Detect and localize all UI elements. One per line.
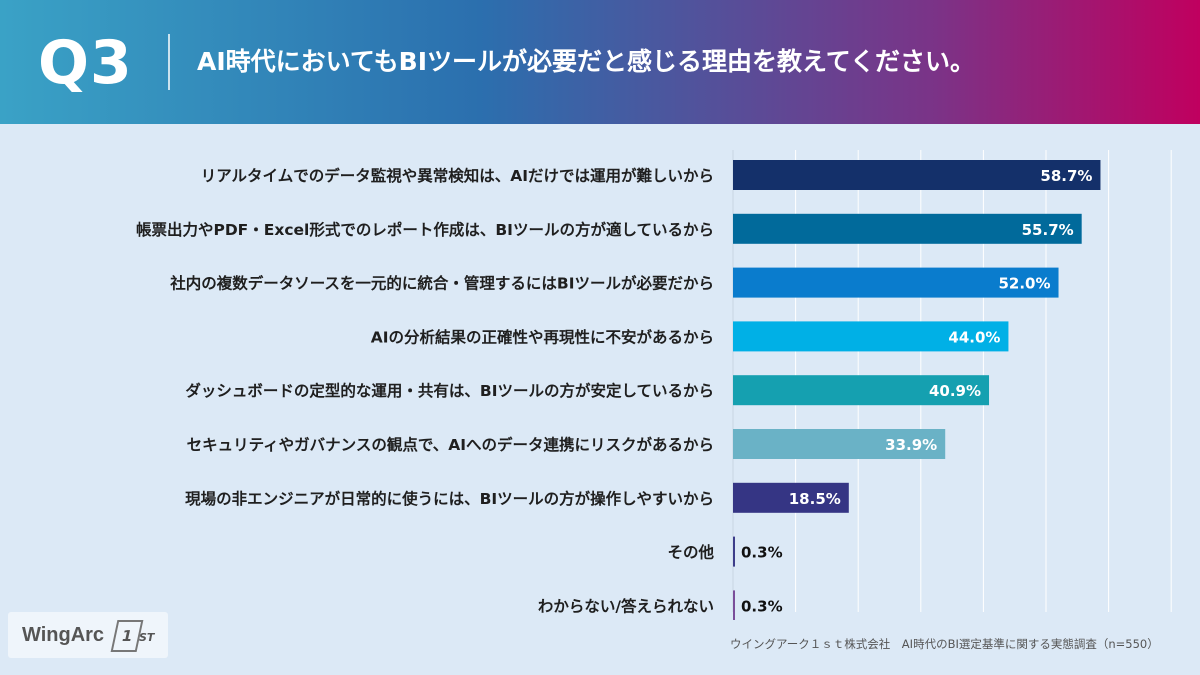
logo-background xyxy=(8,612,168,658)
category-label: リアルタイムでのデータ監視や異常検知は、AIだけでは運用が難しいから xyxy=(201,166,714,185)
bar xyxy=(733,536,735,567)
bar xyxy=(733,267,1059,298)
bar xyxy=(733,482,849,513)
category-label: セキュリティやガバナンスの観点で、AIへのデータ連携にリスクがあるから xyxy=(187,435,714,454)
bar-chart: リアルタイムでのデータ監視や異常検知は、AIだけでは運用が難しいから 58.7% 帳… xyxy=(136,150,1172,620)
value-label: 33.9% xyxy=(885,436,937,454)
value-label: 44.0% xyxy=(948,328,1000,346)
value-label: 0.3% xyxy=(741,544,783,562)
category-label: AIの分析結果の正確性や再現性に不安があるから xyxy=(371,327,714,346)
category-label: ダッシュボードの定型的な運用・共有は、BIツールの方が安定しているから xyxy=(185,381,714,400)
question-number: Q3 xyxy=(38,28,133,98)
source-note: ウイングアーク１ｓｔ株式会社 AI時代のBI選定基準に関する実態調査（n=550… xyxy=(730,637,1159,651)
value-label: 52.0% xyxy=(998,275,1050,293)
logo-suffix: ST xyxy=(139,631,155,644)
bar xyxy=(733,321,1009,352)
header-divider xyxy=(168,34,170,90)
header-banner: Q3 AI時代においてもBIツールが必要だと感じる理由を教えてください。 xyxy=(0,0,1200,124)
value-label: 58.7% xyxy=(1040,167,1092,185)
category-label: 社内の複数データソースを一元的に統合・管理するにはBIツールが必要だから xyxy=(169,274,714,293)
value-label: 55.7% xyxy=(1022,221,1074,239)
bar xyxy=(733,375,990,406)
bar xyxy=(733,590,735,620)
value-label: 18.5% xyxy=(789,490,841,508)
category-label: 帳票出力やPDF・Excel形式でのレポート作成は、BIツールの方が適しているか… xyxy=(136,220,714,239)
logo-wordmark: WingArc xyxy=(22,624,105,646)
bar xyxy=(733,160,1101,190)
question-title: AI時代においてもBIツールが必要だと感じる理由を教えてください。 xyxy=(197,47,976,76)
category-label: わからない/答えられない xyxy=(538,596,714,615)
bar xyxy=(733,213,1082,244)
value-label: 40.9% xyxy=(929,382,981,400)
bar xyxy=(733,429,946,459)
value-label: 0.3% xyxy=(741,597,783,615)
category-label: その他 xyxy=(667,543,714,562)
category-label: 現場の非エンジニアが日常的に使うには、BIツールの方が操作しやすいから xyxy=(185,489,714,508)
